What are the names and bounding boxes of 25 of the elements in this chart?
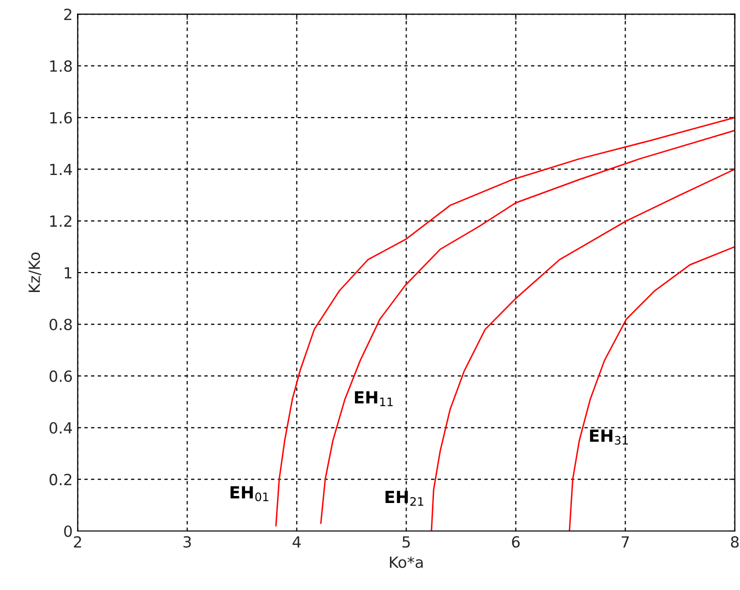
y-tick-label: 1.2 bbox=[50, 215, 72, 227]
x-tick-label: 7 bbox=[622, 536, 629, 548]
x-tick-label: 5 bbox=[402, 536, 410, 548]
y-tick-label: 0.2 bbox=[50, 474, 72, 486]
y-tick-label: 0.4 bbox=[50, 422, 72, 434]
x-axis-title: Ko*a bbox=[390, 556, 423, 568]
annotation: EH$_{21}$ bbox=[386, 490, 424, 506]
x-tick-label: 8 bbox=[730, 536, 739, 548]
y-tick-label: 0.6 bbox=[50, 370, 72, 382]
annotation: EH$_{11}$ bbox=[354, 391, 393, 406]
y-tick-label: 0 bbox=[64, 525, 72, 538]
line-series bbox=[430, 168, 735, 531]
x-tick-label: 6 bbox=[512, 536, 520, 548]
x-tick-label: 3 bbox=[184, 536, 191, 548]
y-tick-label: 0.8 bbox=[50, 318, 72, 330]
y-tick-label: 1.6 bbox=[50, 112, 72, 124]
x-tick-label: 2 bbox=[74, 536, 82, 548]
y-tick-label: 1.4 bbox=[50, 164, 72, 176]
annotation: EH$_{01}$ bbox=[230, 486, 268, 502]
y-axis-title: Kz/Ko bbox=[28, 252, 42, 292]
y-tick-label: 2 bbox=[64, 8, 72, 20]
line-series bbox=[568, 246, 735, 531]
x-tick-label: 4 bbox=[292, 536, 301, 548]
y-tick-label: 1.8 bbox=[50, 60, 72, 72]
y-tick-label: 1 bbox=[64, 267, 72, 278]
